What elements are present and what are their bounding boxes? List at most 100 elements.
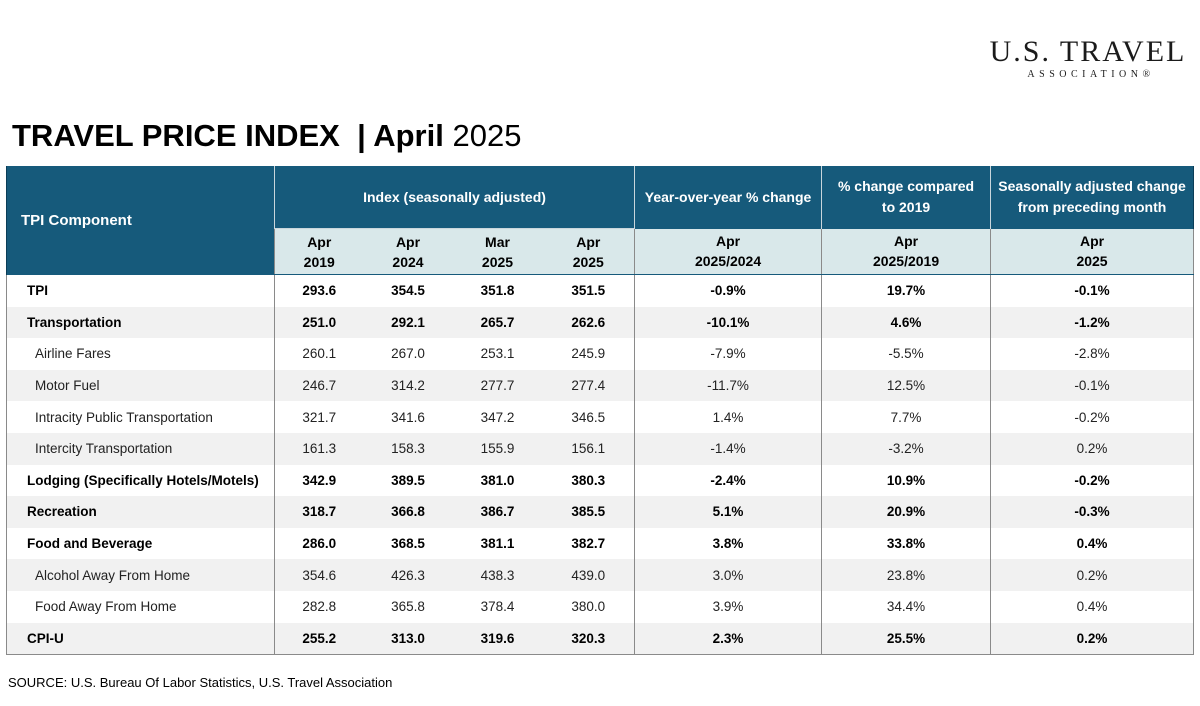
cell-apr-2025: 382.7 (571, 536, 606, 552)
subheader-month: Apr (307, 233, 332, 250)
row-component-name: Transportation (6, 306, 275, 339)
cell-yoy-change: 3.9% (634, 590, 822, 623)
cell-mom-change: 0.4% (990, 527, 1195, 560)
subheader-month: Apr (715, 233, 741, 250)
cell-vs-2019-change: 19.7% (821, 274, 991, 307)
row-component-name: Lodging (Specifically Hotels/Motels) (6, 464, 275, 497)
cell-apr-2024: 158.3 (363, 432, 453, 465)
cell-apr-2024: 313.0 (363, 622, 453, 656)
cell-mom-change: -0.1% (990, 369, 1195, 402)
subheader-year: 2025/2019 (872, 253, 940, 270)
table-row: Food Away From Home 282.8 365.8 378.4 380.0 3… (6, 590, 1195, 623)
cell-yoy-change: -11.7% (634, 369, 822, 402)
subheader-row: Apr 2019 Apr 2024 Mar 2025 Apr 2025 Apr 2025/… (7, 228, 1195, 275)
cell-vs-2019-change: 20.9% (821, 496, 991, 528)
cell-mom-change: -0.2% (990, 401, 1195, 433)
cell-mar-2025: 351.8 (480, 283, 515, 299)
cell-yoy-change: 3.8% (634, 527, 822, 560)
table-row: Recreation 318.7 366.8 386.7 385.5 5.1% 20.9% -… (6, 496, 1195, 528)
cell-apr-2025: 245.9 (571, 346, 606, 362)
cell-yoy-change: -2.4% (634, 464, 822, 497)
header-mom: Seasonally adjusted change from precedin… (990, 166, 1195, 229)
table-row: TPI 293.6 354.5 351.8 351.5 -0.9% 19.7% -0.1% (6, 274, 1195, 307)
subheader-apr-2019: Apr 2019 (274, 228, 364, 275)
cell-apr-2025: 156.1 (542, 432, 635, 465)
cell-vs-2019-change: 12.5% (821, 369, 991, 402)
cell-apr-2024: 368.5 (391, 536, 425, 552)
cell-mar-2025: 319.6 (452, 622, 543, 656)
cell-mar-2025: 265.7 (452, 306, 543, 339)
cell-mom-change: 0.4% (990, 590, 1195, 623)
subheader-mom-period: Apr 2025 (990, 228, 1195, 275)
title-main: TRAVEL PRICE INDEX (12, 118, 340, 153)
row-component-name: Intracity Public Transportation (6, 401, 275, 433)
cell-mom-change: -0.2% (990, 464, 1195, 497)
table-row: Food and Beverage 286.0 368.5 381.1 382.7 3.8… (6, 527, 1195, 560)
cell-apr-2025: 351.5 (571, 283, 606, 299)
cell-apr-2019: 321.7 (274, 401, 364, 433)
cell-mar-2025: 381.1 (480, 536, 515, 552)
cell-apr-2019: 286.0 (274, 527, 364, 560)
cell-vs-2019-change: 23.8% (821, 559, 991, 591)
cell-apr-2019: 161.3 (274, 432, 364, 465)
cell-apr-2025: 380.0 (571, 599, 606, 615)
cell-vs-2019-change: 7.7% (821, 401, 991, 433)
subheader-month: Mar (485, 233, 510, 250)
cell-yoy-change: 2.3% (634, 622, 822, 656)
header-tpi-component: TPI Component (6, 166, 275, 275)
row-component-name: Alcohol Away From Home (6, 559, 275, 591)
header-index: Index (seasonally adjusted) (273, 166, 635, 229)
tpi-table: TPI Component Index (seasonally adjusted… (6, 166, 1195, 656)
subheader-apr-2025: Apr 2025 (542, 228, 635, 275)
subheader-year: 2025 (481, 253, 514, 270)
cell-mar-2025: 347.2 (480, 409, 515, 425)
cell-yoy-change: -7.9% (634, 338, 822, 370)
source-note: SOURCE: U.S. Bureau Of Labor Statistics,… (8, 675, 393, 690)
cell-apr-2024: 366.8 (363, 496, 453, 528)
row-component-name: Food Away From Home (6, 590, 275, 623)
table-row: Motor Fuel 246.7 314.2 277.7 277.4 -11.7% 12.5… (6, 369, 1195, 402)
cell-yoy-change: 3.0% (634, 559, 822, 591)
cell-vs-2019-change: 25.5% (821, 622, 991, 656)
table-row: Airline Fares 260.1 267.0 253.1 245.9 -7.9% -5… (6, 338, 1195, 370)
cell-apr-2025: 320.3 (542, 622, 635, 656)
subheader-year: 2025 (1076, 253, 1108, 270)
cell-mar-2025: 277.7 (452, 369, 543, 402)
cell-apr-2025: 380.3 (571, 472, 606, 488)
subheader-yoy-period: Apr 2025/2024 (634, 228, 822, 275)
subheader-year: 2019 (303, 253, 335, 270)
row-component-name: CPI-U (6, 622, 275, 656)
subheader-year: 2025/2024 (694, 253, 762, 270)
cell-apr-2019: 246.7 (274, 369, 364, 402)
row-component-name: TPI (6, 274, 275, 307)
cell-mar-2025: 253.1 (480, 346, 515, 362)
cell-mom-change: -0.1% (990, 274, 1195, 307)
title-separator: | (339, 118, 374, 153)
cell-apr-2019: 251.0 (274, 306, 364, 339)
row-component-name: Intercity Transportation (6, 432, 275, 465)
header-vs-2019: % change compared to 2019 (821, 166, 991, 229)
cell-vs-2019-change: -3.2% (821, 432, 991, 465)
cell-apr-2024: 389.5 (391, 472, 425, 488)
cell-mom-change: 0.2% (990, 432, 1195, 465)
cell-yoy-change: -1.4% (634, 432, 822, 465)
title-year: 2025 (452, 118, 522, 153)
cell-apr-2025: 346.5 (571, 409, 606, 425)
subheader-year: 2025 (572, 253, 604, 270)
cell-yoy-change: 5.1% (634, 496, 822, 528)
table-row: Transportation 251.0 292.1 265.7 262.6 -10.1%… (6, 306, 1195, 339)
cell-apr-2025: 262.6 (542, 306, 635, 339)
row-component-name: Recreation (6, 496, 275, 528)
cell-apr-2024: 292.1 (363, 306, 453, 339)
cell-yoy-change: 1.4% (634, 401, 822, 433)
us-travel-logo: U.S. TRAVEL ASSOCIATION® (988, 36, 1188, 81)
cell-vs-2019-change: -5.5% (821, 338, 991, 370)
cell-apr-2025: 277.4 (542, 369, 635, 402)
table-row: Intracity Public Transportation 321.7 341.… (6, 401, 1195, 433)
cell-apr-2025: 439.0 (542, 559, 635, 591)
cell-apr-2024: 314.2 (363, 369, 453, 402)
cell-apr-2024: 267.0 (391, 346, 425, 362)
subheader-year: 2024 (392, 253, 424, 270)
cell-yoy-change: -0.9% (634, 274, 822, 307)
table-row: Intercity Transportation 161.3 158.3 155.9 1… (6, 432, 1195, 465)
